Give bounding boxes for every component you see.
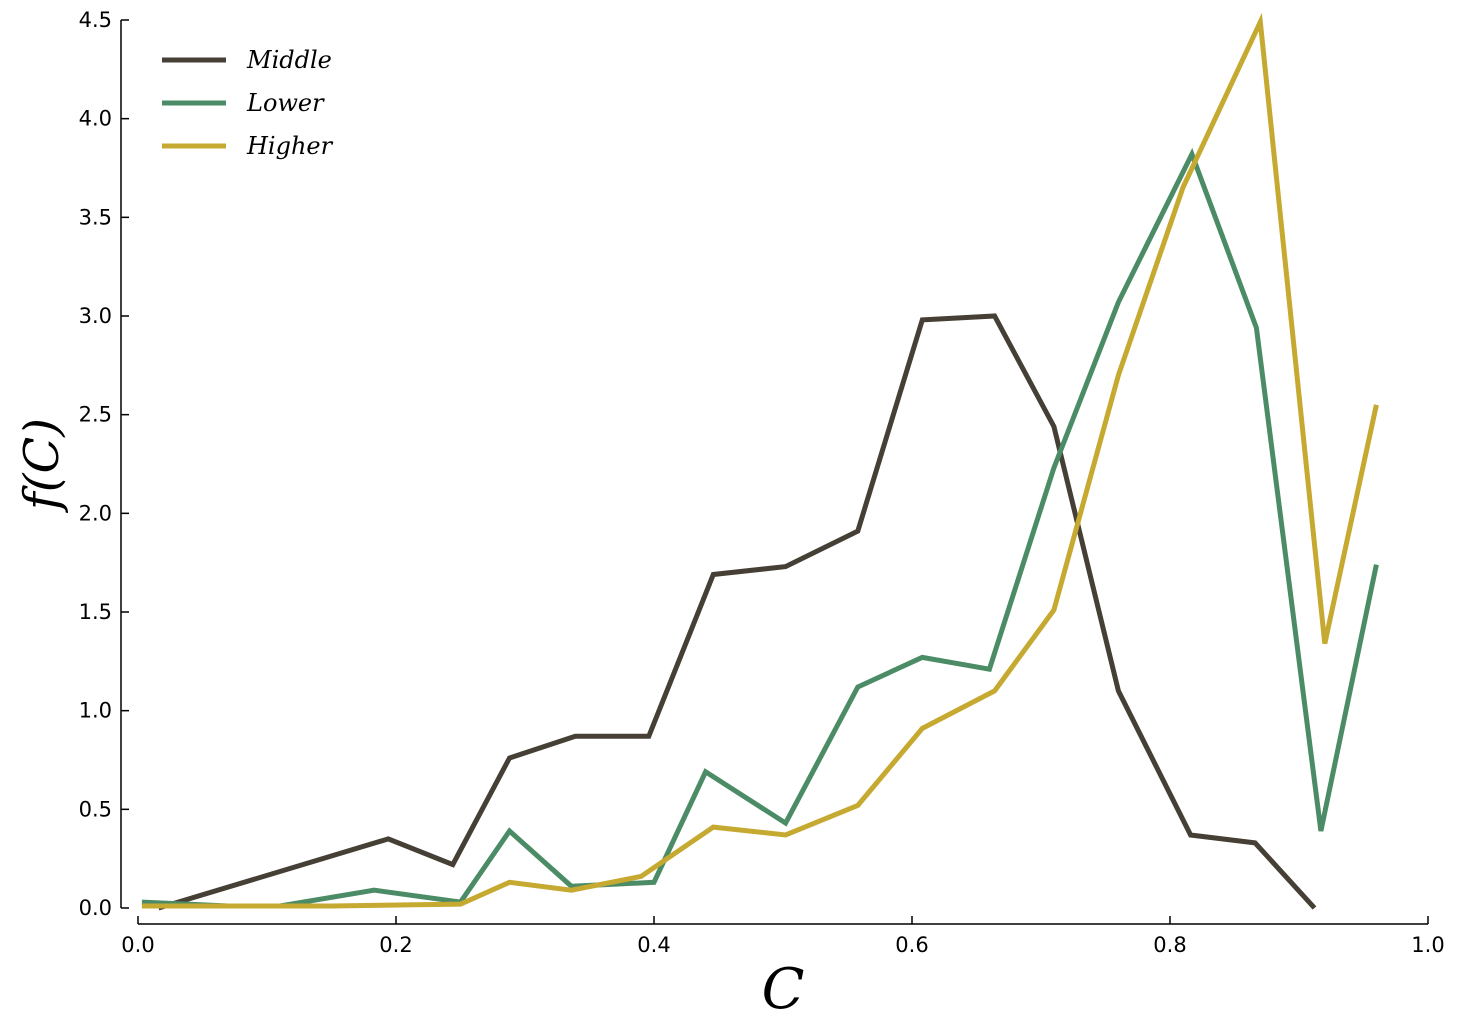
x-tick-label: 0.0 [121, 933, 154, 957]
y-ticks: 0.0 0.5 1.0 1.5 2.0 2.5 3.0 3.5 4.0 4.5 [79, 8, 129, 920]
y-tick-label: 1.5 [79, 600, 112, 624]
x-ticks: 0.0 0.2 0.4 0.6 0.8 1.0 [121, 916, 1445, 957]
x-tick-label: 0.8 [1153, 933, 1186, 957]
y-tick-label: 2.5 [79, 403, 112, 427]
series-line-lower [141, 147, 1379, 909]
x-tick-label: 1.0 [1411, 933, 1444, 957]
y-tick-label: 3.5 [79, 205, 112, 229]
legend: Middle Lower Higher [162, 46, 334, 160]
legend-label-lower: Lower [246, 89, 325, 117]
y-tick-label: 2.0 [79, 501, 112, 525]
legend-label-middle: Middle [246, 46, 332, 74]
y-tick-label: 4.0 [79, 107, 112, 131]
x-tick-label: 0.6 [895, 933, 928, 957]
x-axis-title: C [762, 957, 805, 1012]
series-layer [141, 12, 1379, 911]
y-tick-label: 0.0 [79, 896, 112, 920]
axes [120, 20, 1428, 925]
y-tick-label: 3.0 [79, 304, 112, 328]
legend-label-higher: Higher [246, 132, 334, 160]
y-tick-label: 0.5 [79, 797, 112, 821]
x-tick-label: 0.4 [637, 933, 670, 957]
y-tick-label: 4.5 [79, 8, 112, 32]
y-tick-label: 1.0 [79, 699, 112, 723]
x-tick-label: 0.2 [379, 933, 412, 957]
y-axis-title: f(C) [14, 418, 70, 513]
series-line-higher [141, 12, 1379, 909]
series-line-middle [157, 313, 1317, 911]
